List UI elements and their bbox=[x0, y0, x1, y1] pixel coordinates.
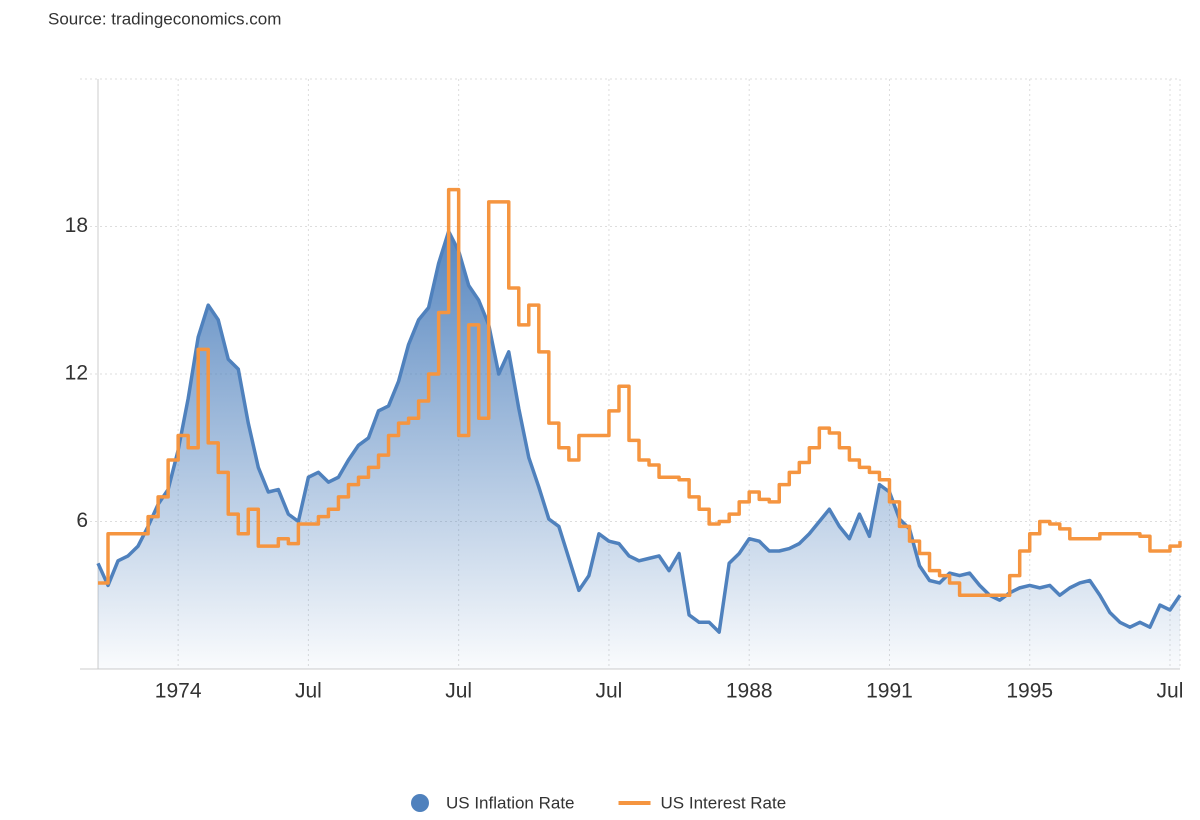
x-tick-label: 1995 bbox=[1006, 680, 1053, 703]
y-tick-label: 12 bbox=[65, 362, 88, 385]
line bbox=[96, 229, 1182, 634]
line bbox=[98, 187, 1182, 597]
x-tick-label: 1988 bbox=[726, 680, 773, 703]
legend-label: US Interest Rate bbox=[661, 793, 787, 812]
legend-marker bbox=[411, 794, 429, 812]
x-tick-label: Jul bbox=[596, 680, 623, 703]
source: Source: tradingeconomics.com bbox=[48, 9, 281, 28]
y-tick-label: 18 bbox=[65, 214, 88, 237]
area bbox=[98, 231, 1180, 669]
x-tick-label: Jul bbox=[445, 680, 472, 703]
x-tick-label: Jul bbox=[1157, 680, 1184, 703]
y-tick-label: 6 bbox=[76, 509, 88, 532]
x-tick-label: Jul bbox=[295, 680, 322, 703]
legend-label: US Inflation Rate bbox=[446, 793, 575, 812]
x-tick-label: 1974 bbox=[155, 680, 202, 703]
x-tick-label: 1991 bbox=[866, 680, 913, 703]
